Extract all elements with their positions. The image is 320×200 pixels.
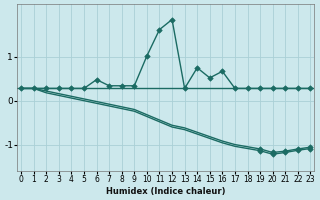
X-axis label: Humidex (Indice chaleur): Humidex (Indice chaleur) (106, 187, 226, 196)
